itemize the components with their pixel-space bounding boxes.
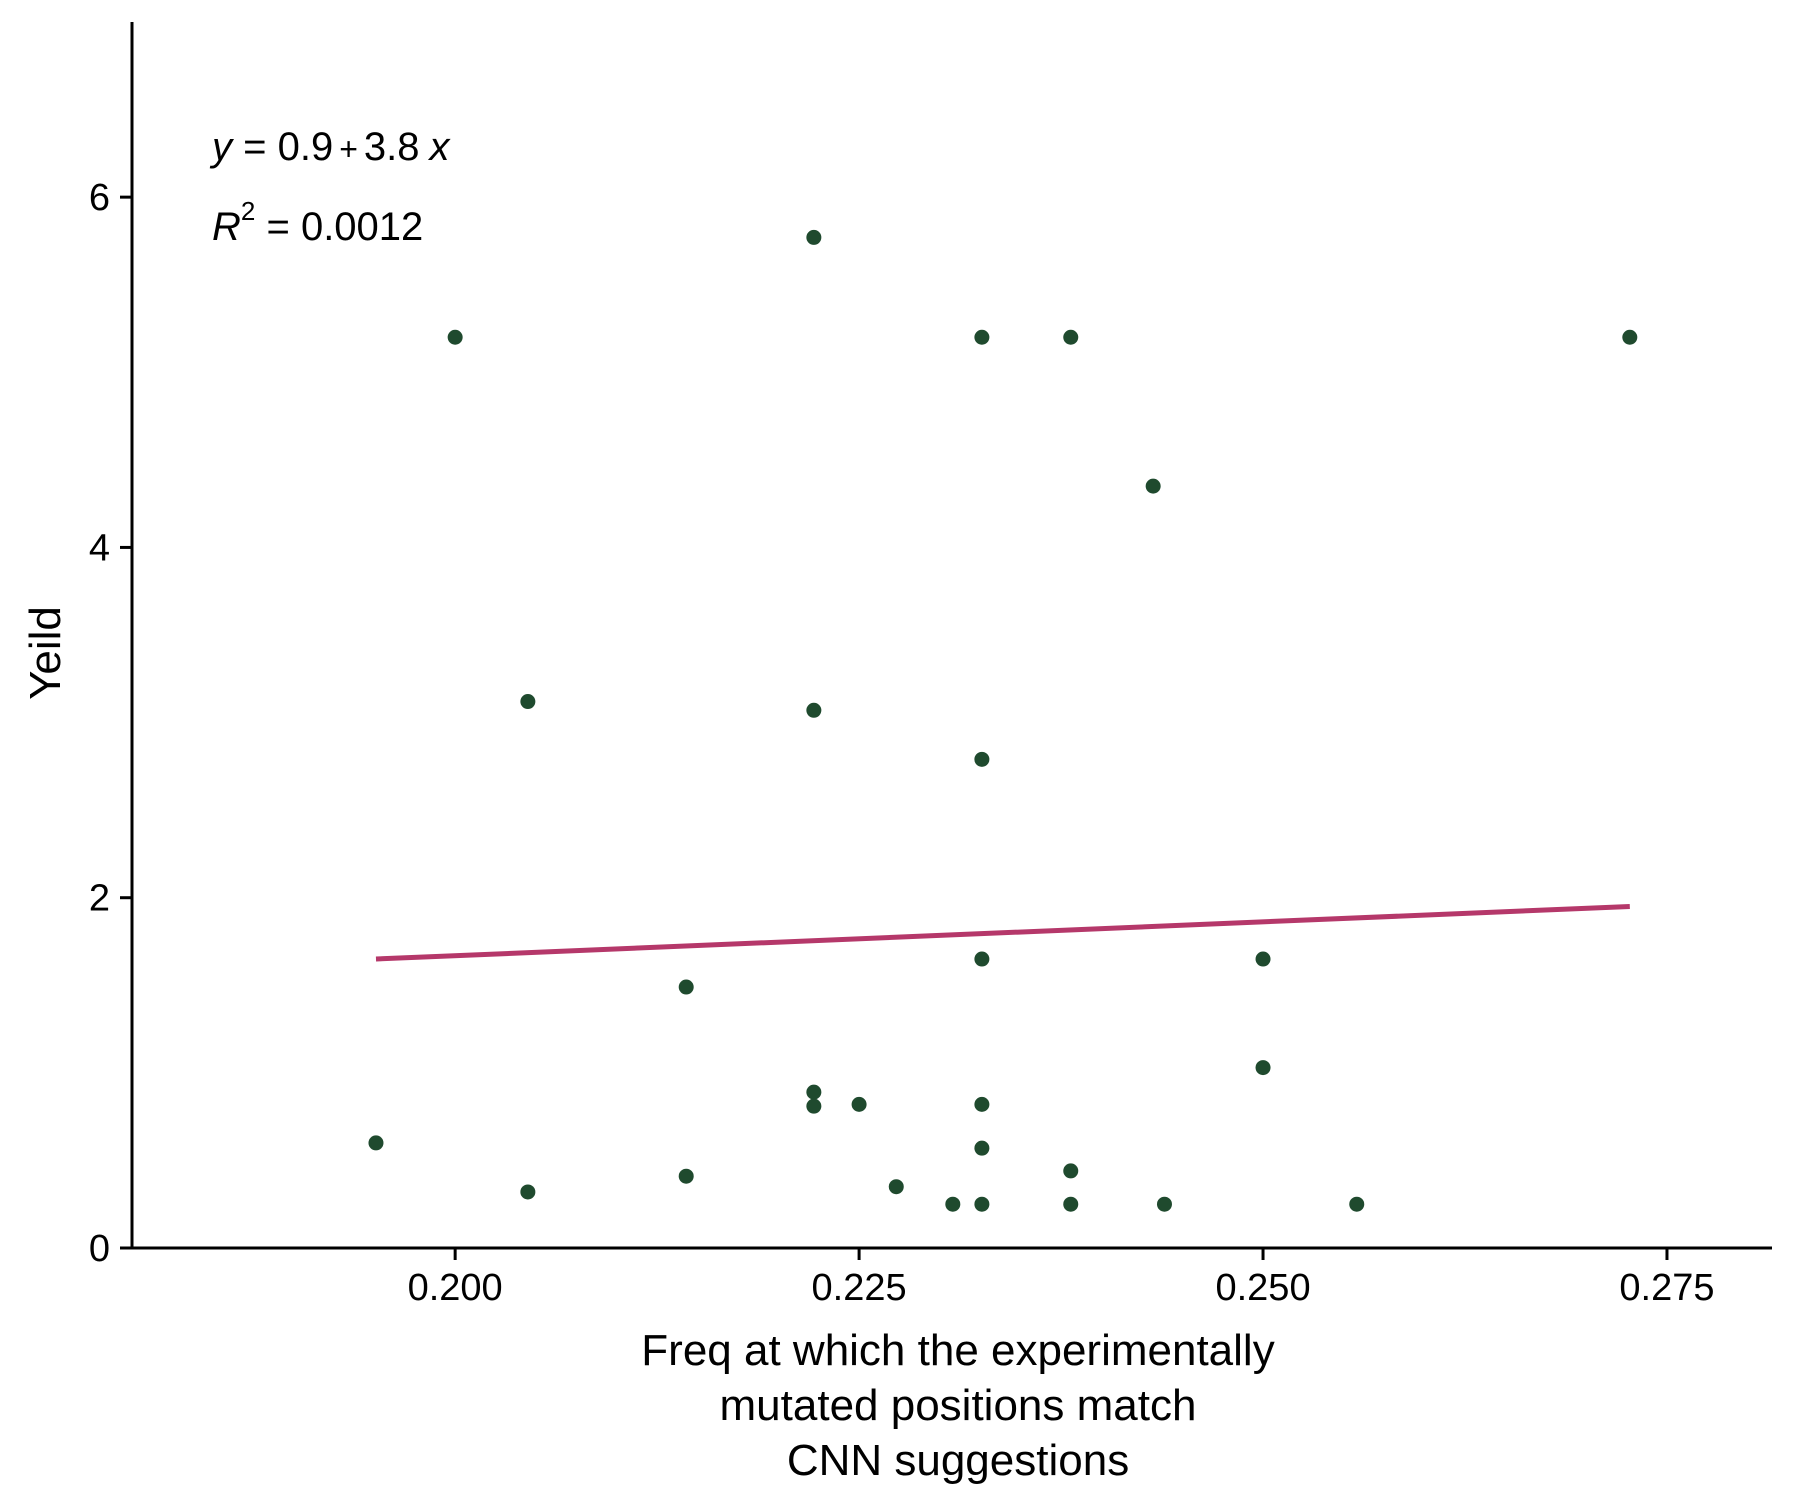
axis-ticks: 0.200 0.225 0.250 0.275 0 2 4 6 bbox=[89, 177, 1715, 1309]
regression-annotation: y = 0.9 +3.8 x R2 = 0.0012 bbox=[209, 125, 452, 249]
data-point bbox=[851, 1096, 867, 1112]
r-squared: R2 = 0.0012 bbox=[212, 196, 423, 249]
data-point bbox=[520, 694, 536, 710]
x-axis-title-line-1: Freq at which the experimentally bbox=[641, 1326, 1274, 1375]
data-point bbox=[1063, 1196, 1079, 1212]
x-tick-label: 0.200 bbox=[408, 1267, 503, 1309]
data-point bbox=[974, 751, 990, 767]
data-point bbox=[1622, 329, 1638, 345]
axes bbox=[130, 22, 1772, 1250]
data-point bbox=[1145, 478, 1161, 494]
data-point bbox=[806, 1084, 822, 1100]
x-tick-label: 0.225 bbox=[812, 1267, 907, 1309]
y-tick-label: 0 bbox=[89, 1228, 110, 1270]
y-tick-label: 4 bbox=[89, 527, 110, 569]
x-tick-label: 0.275 bbox=[1619, 1267, 1714, 1309]
data-point bbox=[806, 229, 822, 245]
data-point bbox=[974, 329, 990, 345]
data-point bbox=[974, 1140, 990, 1156]
fit-line-group bbox=[375, 903, 1630, 962]
data-point bbox=[368, 1135, 384, 1151]
y-tick-label: 6 bbox=[89, 177, 110, 219]
data-points bbox=[368, 229, 1638, 1212]
x-tick-label: 0.250 bbox=[1215, 1267, 1310, 1309]
y-tick-label: 2 bbox=[89, 878, 110, 920]
regression-equation: y = 0.9 +3.8 x bbox=[209, 125, 452, 169]
data-point bbox=[1255, 1060, 1271, 1076]
data-point bbox=[806, 702, 822, 718]
data-point bbox=[1255, 951, 1271, 967]
data-point bbox=[974, 1196, 990, 1212]
y-axis-title: Yeild bbox=[21, 606, 70, 700]
data-point bbox=[1156, 1196, 1172, 1212]
regression-line bbox=[375, 903, 1630, 962]
data-point bbox=[1349, 1196, 1365, 1212]
data-point bbox=[520, 1184, 536, 1200]
data-point bbox=[678, 979, 694, 995]
data-point bbox=[447, 329, 463, 345]
x-axis-title-line-3: CNN suggestions bbox=[787, 1436, 1129, 1485]
data-point bbox=[1063, 329, 1079, 345]
data-point bbox=[678, 1168, 694, 1184]
data-point bbox=[974, 1096, 990, 1112]
x-axis-title-line-2: mutated positions match bbox=[720, 1381, 1197, 1430]
data-point bbox=[888, 1179, 904, 1195]
data-point bbox=[945, 1196, 961, 1212]
data-point bbox=[1063, 1163, 1079, 1179]
data-point bbox=[806, 1098, 822, 1114]
x-axis-title: Freq at which the experimentally mutated… bbox=[641, 1326, 1274, 1485]
data-point bbox=[974, 951, 990, 967]
